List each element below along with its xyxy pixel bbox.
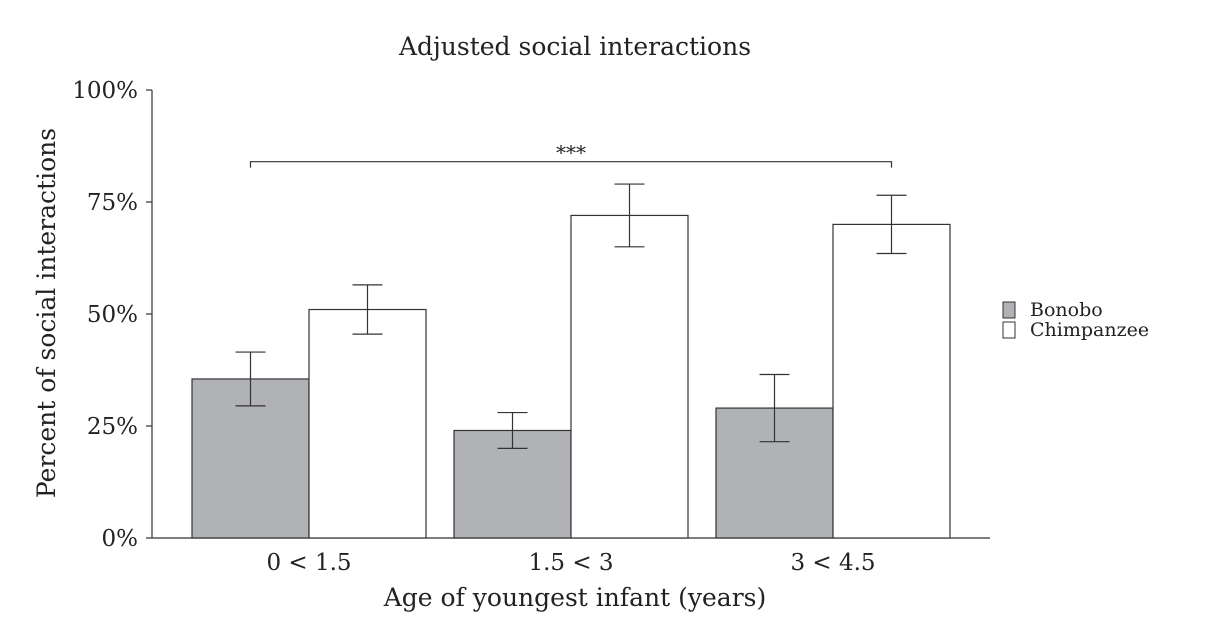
x-tick-label: 0 < 1.5 <box>266 550 351 576</box>
plot-area: 0% 25% 50% 75% 100% 0 < 1.5 1.5 < 3 3 < 4.5 *** <box>72 78 990 576</box>
bar-chimpanzee <box>570 214 689 539</box>
chart-title: Adjusted social interactions <box>398 32 751 61</box>
y-tick-label: 75% <box>87 190 138 216</box>
legend-swatch-chimpanzee <box>1002 321 1016 339</box>
bar-chimpanzee <box>832 223 951 539</box>
x-tick-label: 1.5 < 3 <box>528 550 613 576</box>
significance-label: *** <box>556 141 586 165</box>
x-tick-label: 3 < 4.5 <box>790 550 875 576</box>
y-tick-label: 0% <box>102 526 139 552</box>
x-axis-label: Age of youngest infant (years) <box>383 583 767 612</box>
significance-bracket <box>249 161 893 168</box>
legend-swatch-bonobo <box>1002 301 1016 319</box>
legend-label-bonobo: Bonobo <box>1030 299 1103 321</box>
y-tick-label: 25% <box>87 414 138 440</box>
y-axis-label: Percent of social interactions <box>32 128 61 498</box>
y-tick-label: 50% <box>87 302 138 328</box>
y-tick-label: 100% <box>72 78 138 104</box>
bar-chimpanzee <box>308 308 427 539</box>
legend-label-chimpanzee: Chimpanzee <box>1030 319 1149 341</box>
